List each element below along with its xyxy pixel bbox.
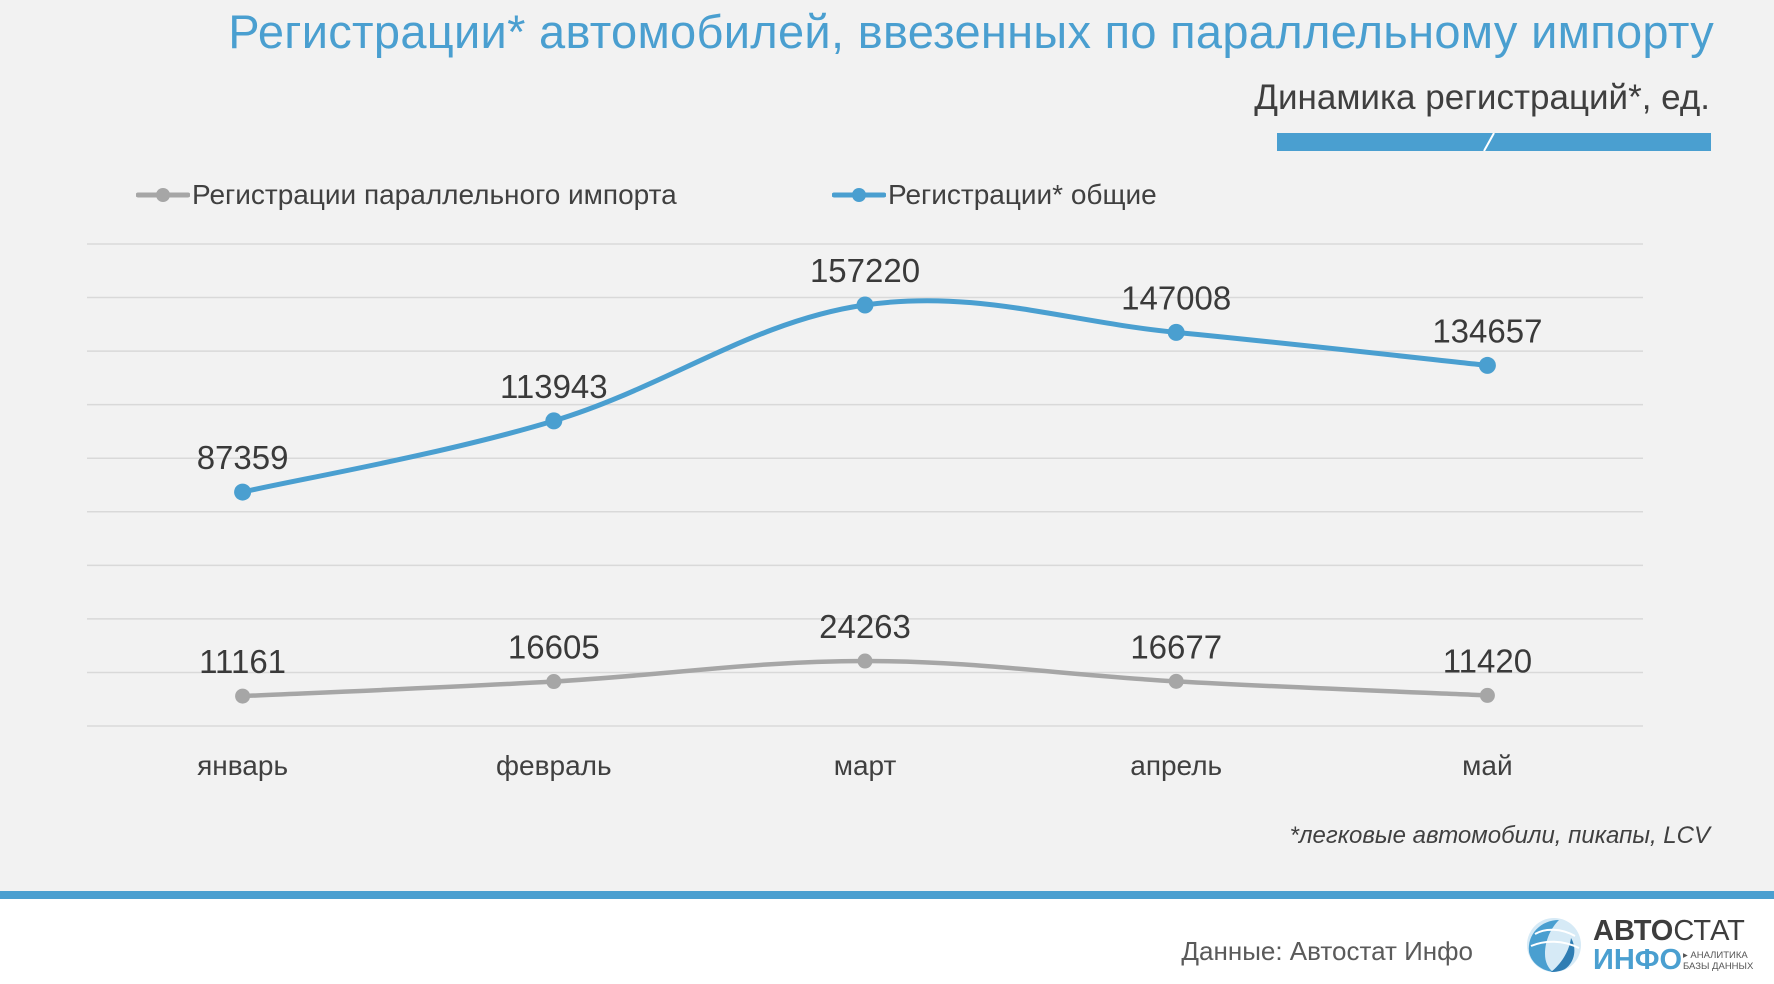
legend-marker-parallel-import (136, 188, 190, 202)
series-total: 87359 113943 157220 147008 134657 (197, 252, 1542, 501)
logo-globe-icon (1527, 918, 1581, 972)
data-label-total: 134657 (1432, 312, 1542, 349)
chart-gridlines (87, 243, 1643, 727)
footer (0, 899, 1774, 984)
data-label-parallel-import: 11420 (1443, 642, 1532, 679)
data-label-total: 157220 (810, 252, 920, 289)
data-point-total (234, 483, 252, 501)
data-label-parallel-import: 16677 (1130, 628, 1222, 665)
page-title: Регистрации* автомобилей, ввезенных по п… (228, 5, 1714, 58)
logo-text-stat: СТАТ (1673, 915, 1745, 947)
data-label-total: 113943 (500, 368, 608, 405)
data-label-parallel-import: 11161 (199, 643, 286, 680)
legend-item-parallel-import: Регистрации параллельного импорта (136, 172, 677, 218)
chart-subtitle: Динамика регистраций*, ед. (1254, 78, 1710, 117)
logo-tagline: ▸ АНАЛИТИКА БАЗЫ ДАННЫХ (1683, 950, 1753, 972)
x-tick-label: март (834, 750, 897, 781)
x-tick-label: февраль (496, 750, 612, 781)
series-parallel-import: 11161 16605 24263 16677 11420 (199, 608, 1532, 704)
series-line-total (240, 298, 1490, 495)
data-point-total (1167, 323, 1185, 341)
logo-wordmark-top: АВТОСТАТ (1593, 916, 1745, 946)
accent-bar-notch (1483, 133, 1495, 151)
autostat-logo: АВТОСТАТ ИНФО ▸ АНАЛИТИКА БАЗЫ ДАННЫХ (1521, 914, 1753, 976)
legend-marker-total (832, 188, 886, 202)
data-label-parallel-import: 16605 (508, 629, 600, 666)
x-tick-label: январь (197, 750, 288, 781)
data-point-parallel-import (857, 653, 873, 669)
accent-bar-fill (1277, 133, 1711, 151)
chart-x-axis: январь февраль март апрель май (197, 750, 1512, 781)
data-point-parallel-import (235, 688, 251, 704)
data-label-total: 87359 (197, 439, 289, 476)
x-tick-label: май (1462, 750, 1512, 781)
data-point-total (1478, 356, 1496, 374)
footnote: *легковые автомобили, пикапы, LCV (1289, 822, 1710, 849)
logo-text-avto: АВТО (1593, 915, 1674, 947)
data-point-total (545, 412, 563, 430)
data-point-parallel-import (1479, 687, 1495, 703)
footer-divider (0, 891, 1774, 899)
x-tick-label: апрель (1130, 750, 1222, 781)
logo-tagline-line2: БАЗЫ ДАННЫХ (1683, 961, 1754, 972)
logo-text-info: ИНФО (1593, 944, 1683, 976)
data-point-parallel-import (1168, 673, 1184, 689)
data-label-total: 147008 (1121, 279, 1231, 316)
chart-series: 11161 16605 24263 16677 11420 87359 113943 1572… (197, 252, 1542, 704)
accent-bar (1277, 133, 1711, 151)
data-point-total (856, 296, 874, 314)
legend-label-parallel-import: Регистрации параллельного импорта (192, 179, 677, 210)
legend-item-total: Регистрации* общие (832, 172, 1157, 218)
logo-tagline-line1: ▸ АНАЛИТИКА (1683, 950, 1748, 961)
data-source: Данные: Автостат Инфо (1181, 936, 1473, 966)
legend-label-total: Регистрации* общие (888, 179, 1157, 210)
data-point-parallel-import (546, 674, 562, 690)
data-label-parallel-import: 24263 (819, 608, 911, 645)
